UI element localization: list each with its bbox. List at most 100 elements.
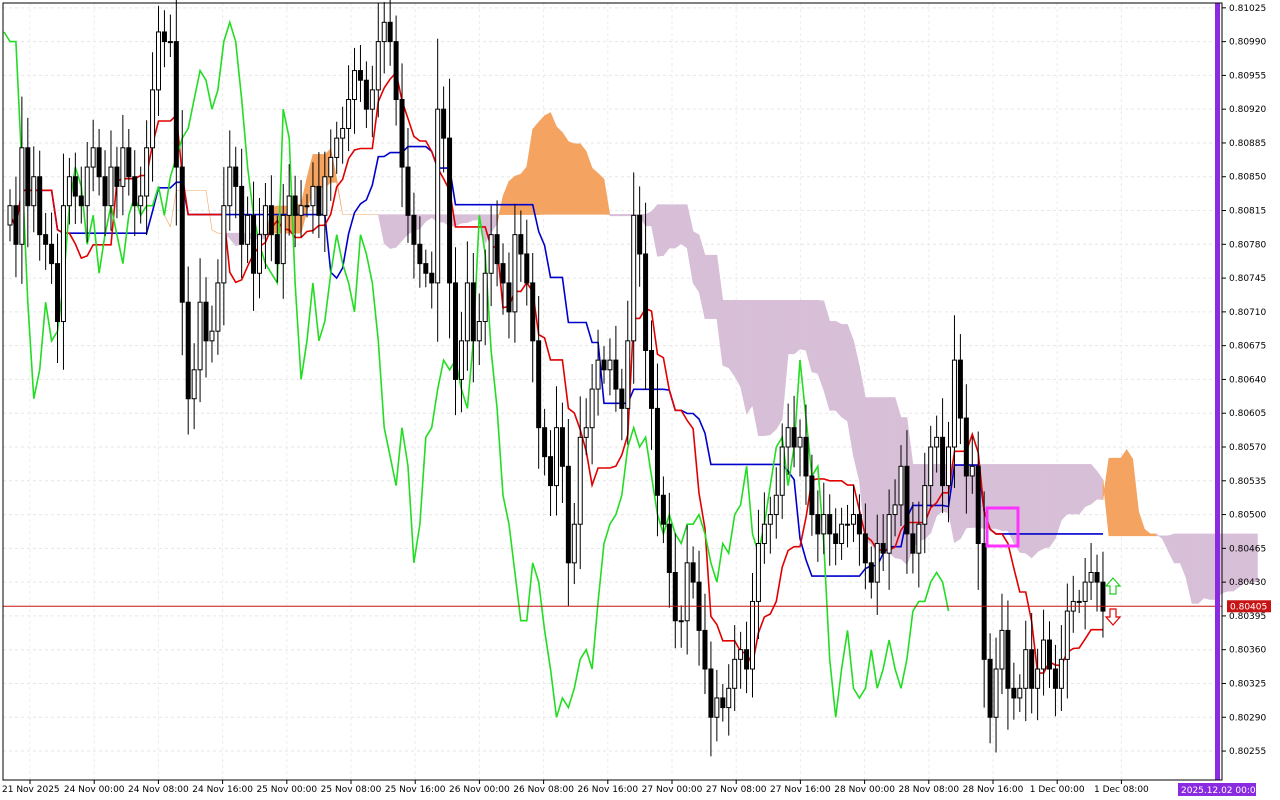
cloud-segment-bear (722, 299, 730, 369)
candle-body-bull (7, 205, 13, 226)
cloud-segment-bear (1037, 464, 1044, 553)
candle (981, 491, 987, 708)
candle-body-bear (132, 176, 138, 207)
candle (607, 338, 613, 396)
candle (1052, 644, 1058, 717)
candle (66, 157, 72, 225)
candle (482, 249, 488, 346)
cloud-segment-bear (758, 299, 765, 436)
candle-body-bull (916, 523, 922, 554)
candle-body-bear (643, 253, 649, 351)
candle (738, 631, 744, 689)
candle-body-bear (72, 176, 78, 197)
candle-body-bear (987, 658, 993, 718)
candle-body-bear (393, 41, 399, 101)
candle-body-bull (595, 359, 601, 390)
cloud-segment-bull (1150, 533, 1157, 537)
candle (31, 146, 37, 233)
cloud-segment-bull (573, 143, 581, 215)
y-tick-label: 0.80955 (1229, 71, 1266, 81)
candle (458, 311, 464, 413)
cloud-segment-bull (514, 173, 522, 215)
candle-body-bear (203, 301, 209, 342)
candle-body-bear (447, 137, 453, 284)
cloud-segment-bear (775, 299, 783, 431)
candle (173, 0, 179, 226)
candle-body-bear (363, 79, 369, 110)
candle-body-bull (607, 359, 613, 371)
candle (969, 436, 975, 494)
cloud-segment-bull (508, 175, 516, 215)
candle (43, 212, 49, 270)
candle (387, 0, 393, 66)
cloud-segment-bull (336, 178, 343, 215)
candle-body-bull (144, 147, 150, 197)
candle-body-bull (886, 514, 892, 554)
candle (1082, 558, 1088, 630)
cloud-segment-bull (170, 190, 177, 227)
candle (363, 61, 369, 128)
candle-body-bull (969, 465, 975, 477)
candle-body-bear (1047, 639, 1052, 670)
cloud-segment-bull (526, 129, 534, 215)
candle-body-bull (553, 427, 559, 487)
candle-body-bear (500, 263, 506, 284)
cloud-segment-bull (550, 112, 557, 215)
current-price-label: 0.80405 (1230, 602, 1267, 612)
candle-body-bear (666, 523, 672, 573)
candle-body-bear (417, 243, 423, 265)
candle-body-bull (488, 234, 494, 274)
candle-body-bull (732, 658, 738, 689)
candle-body-bull (60, 205, 66, 323)
candle-body-bear (981, 543, 987, 660)
candle (530, 252, 536, 383)
cloud-segment-bull (538, 115, 545, 215)
candle (1076, 589, 1082, 614)
cloud-segment-bear (1090, 463, 1098, 505)
cloud-segment-bear (609, 214, 617, 217)
candle-body-bear (429, 272, 435, 284)
candle (773, 467, 779, 539)
candle (595, 329, 601, 416)
cloud-segment-bear (1191, 533, 1199, 604)
cloud-segment-bear (764, 299, 771, 437)
candle-body-bear (1052, 668, 1058, 689)
candle (298, 180, 304, 238)
x-tick-label: 24 Nov 08:00 (128, 785, 189, 795)
candle (809, 454, 815, 536)
candle-body-bear (957, 359, 963, 419)
cloud-segment-bear (686, 204, 694, 284)
candle-body-bear (251, 214, 257, 274)
candle (470, 252, 476, 383)
cloud-segment-bull (502, 181, 510, 215)
candle-body-bear (387, 21, 393, 43)
cloud-segment-bull (1108, 457, 1116, 537)
date-marker-tag (1178, 783, 1256, 796)
candle (328, 129, 334, 201)
candle-body-bull (755, 543, 761, 602)
cloud-segment-bear (1061, 464, 1068, 521)
candle-body-bull (150, 89, 156, 149)
candle-body-bull (346, 99, 352, 129)
candle (910, 502, 916, 574)
candle-body-bear (654, 407, 660, 496)
candle-body-bear (880, 543, 886, 554)
candle-body-bull (197, 301, 203, 371)
candle (571, 502, 577, 585)
candle (589, 363, 595, 465)
candle (506, 252, 512, 339)
cloud-segment-bear (704, 254, 712, 319)
candle (559, 402, 565, 503)
cloud-segment-bull (544, 112, 551, 215)
x-tick-label: 25 Nov 16:00 (385, 785, 446, 795)
cloud-segment-bear (621, 214, 629, 217)
cloud-segment-bear (389, 214, 397, 249)
cloud-segment-bear (1031, 464, 1038, 559)
candle (963, 384, 969, 514)
ichimoku-cloud (164, 112, 1258, 605)
candle (797, 419, 803, 477)
candle-body-bull (191, 369, 197, 400)
candle (553, 386, 559, 516)
y-tick-label: 0.80255 (1229, 747, 1266, 757)
